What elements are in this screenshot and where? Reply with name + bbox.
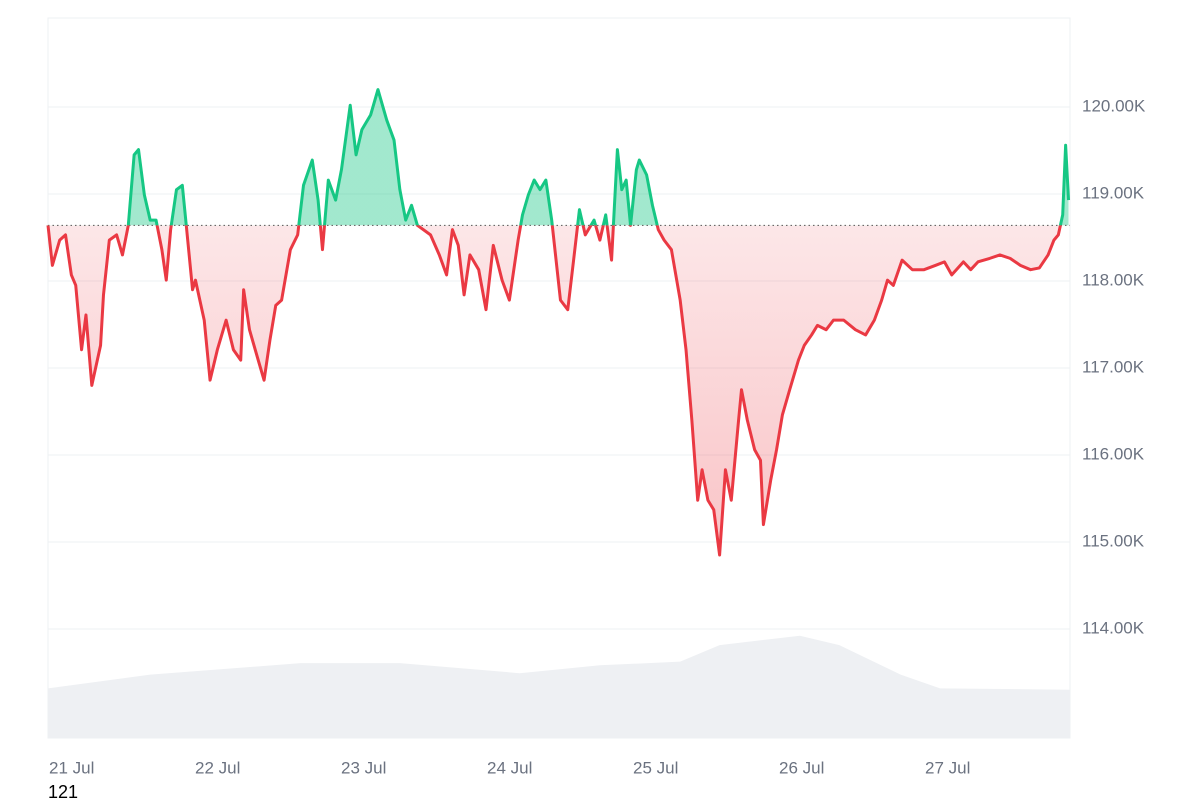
footer-note: 121 <box>48 782 78 800</box>
x-tick-label: 21 Jul <box>49 758 94 777</box>
y-tick-label: 116.00K <box>1082 444 1145 463</box>
y-tick-label: 119.00K <box>1082 183 1145 202</box>
x-tick-label: 25 Jul <box>633 758 678 777</box>
x-tick-label: 23 Jul <box>341 758 386 777</box>
area-down <box>48 225 1069 556</box>
price-line-down <box>46 225 1062 557</box>
y-tick-label: 114.00K <box>1082 618 1145 637</box>
y-tick-label: 118.00K <box>1082 270 1145 289</box>
y-tick-label: 120.00K <box>1082 96 1146 115</box>
x-tick-label: 22 Jul <box>195 758 240 777</box>
x-tick-label: 24 Jul <box>487 758 532 777</box>
y-tick-label: 117.00K <box>1082 357 1145 376</box>
price-line-up <box>48 88 1071 226</box>
x-tick-label: 27 Jul <box>925 758 970 777</box>
area-up <box>128 89 1069 226</box>
volume-area <box>48 635 1070 738</box>
plot-frame <box>47 17 1071 739</box>
y-tick-label: 115.00K <box>1082 531 1145 550</box>
x-tick-label: 26 Jul <box>779 758 824 777</box>
